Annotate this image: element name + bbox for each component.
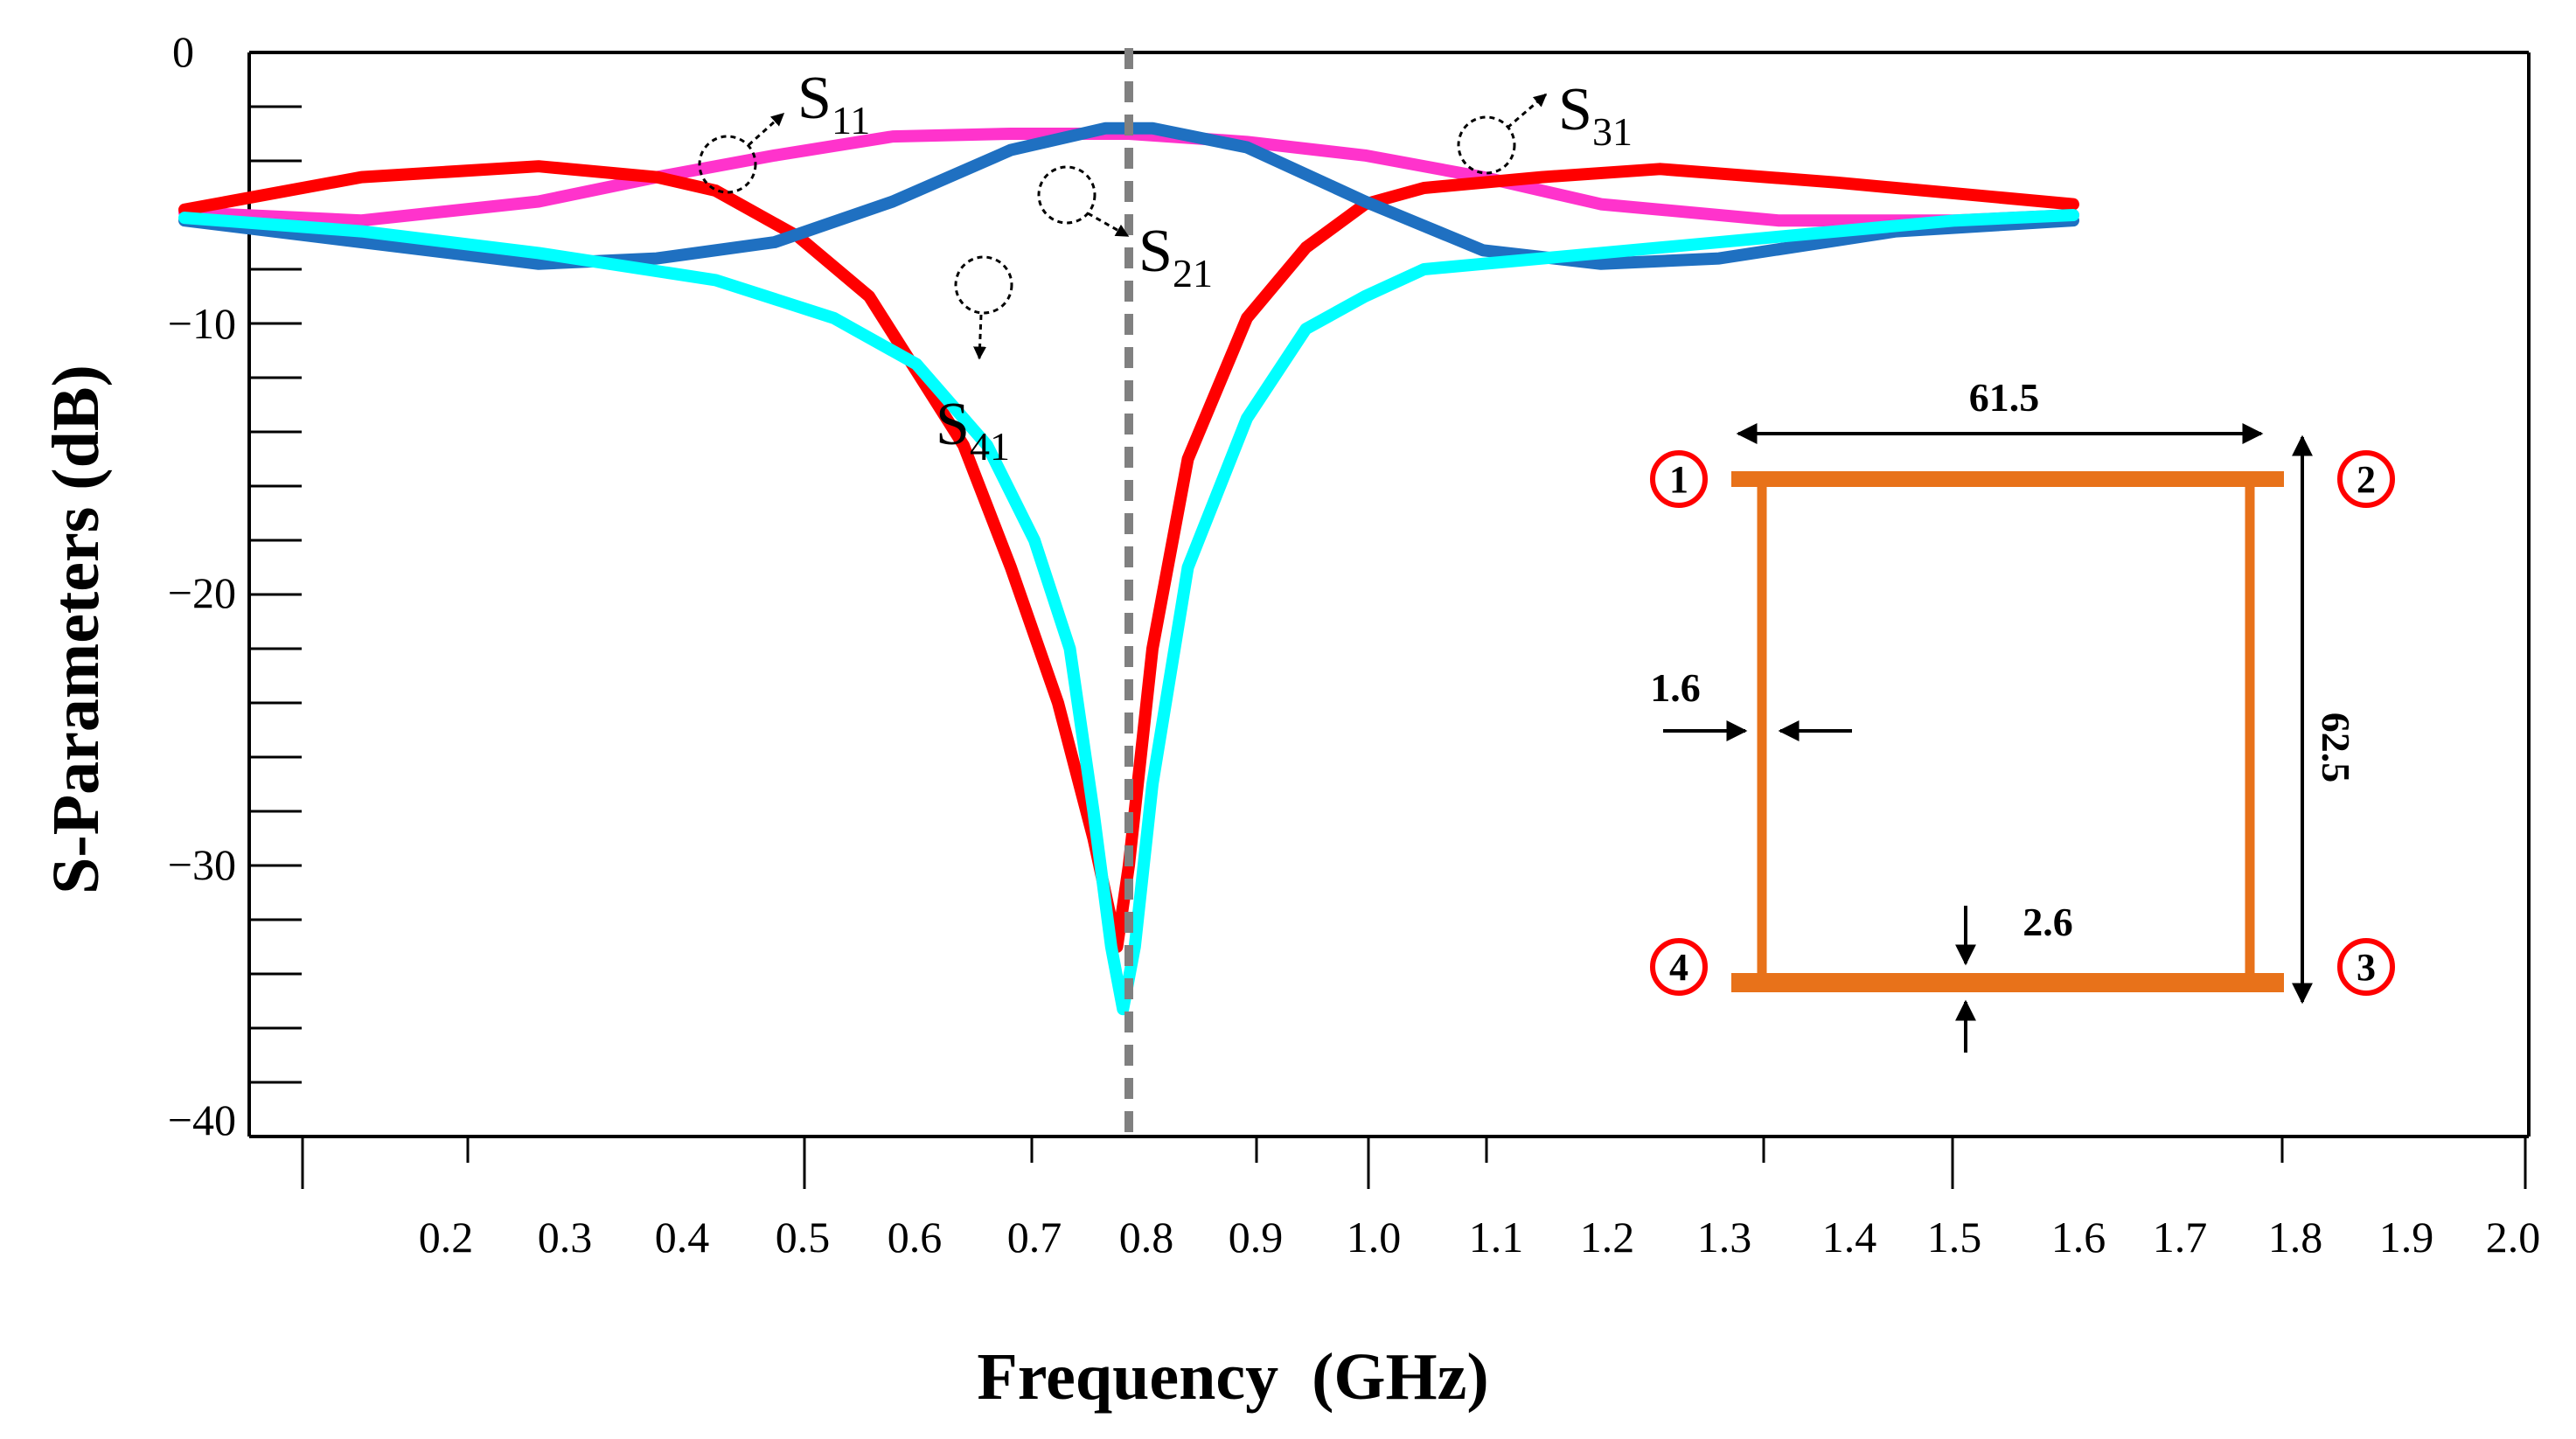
x-tick-label: 1.5 — [1927, 1213, 1982, 1262]
x-tick-label: 2.0 — [2486, 1213, 2541, 1262]
annotation-s41: S41 — [936, 255, 1013, 469]
x-tick-label: 0.4 — [655, 1213, 710, 1262]
x-tick-label: 1.6 — [2051, 1213, 2106, 1262]
annotation-label: S31 — [1558, 76, 1633, 154]
coupler-inset: 61.5 62.5 1.6 2.6 1 2 3 4 — [1650, 375, 2395, 1053]
y-tick-label: −30 — [168, 840, 236, 889]
x-tick-label: 1.4 — [1822, 1213, 1877, 1262]
annotation-arrow — [1087, 212, 1130, 238]
dimension-1.6-label: 1.6 — [1650, 665, 1701, 710]
port-1-label: 1 — [1669, 458, 1688, 501]
annotation-label: S41 — [936, 391, 1010, 469]
y-tick-label: 0 — [172, 27, 194, 76]
x-tick-label: 0.9 — [1229, 1213, 1284, 1262]
annotation-arrow — [1507, 93, 1548, 129]
x-tick-label: 1.0 — [1347, 1213, 1402, 1262]
x-tick-label: 0.8 — [1119, 1213, 1174, 1262]
annotation-circle — [1457, 115, 1516, 175]
x-tick-labels: 0.2 0.3 0.4 0.5 0.6 0.7 0.8 0.9 1.0 1.1 … — [419, 1213, 2541, 1262]
x-tick-label: 0.2 — [419, 1213, 474, 1262]
y-ticks — [249, 51, 302, 1084]
x-ticks — [301, 1137, 2527, 1189]
y-tick-label: −20 — [168, 568, 236, 617]
port-2: 2 — [2337, 450, 2395, 508]
annotation-subscript: 11 — [832, 98, 870, 143]
x-tick-label: 1.8 — [2268, 1213, 2323, 1262]
series-line-s41 — [178, 209, 2079, 1016]
annotation-arrow — [747, 112, 785, 147]
x-tick-label: 0.3 — [538, 1213, 593, 1262]
port-4: 4 — [1650, 938, 1708, 996]
dimension-width-label: 61.5 — [1969, 375, 2040, 420]
y-tick-labels: 0 −10 −20 −30 −40 — [168, 27, 236, 1144]
annotation-s31: S31 — [1457, 76, 1633, 175]
x-tick-label: 1.1 — [1469, 1213, 1524, 1262]
x-tick-label: 0.5 — [776, 1213, 831, 1262]
port-1: 1 — [1650, 450, 1708, 508]
x-tick-label: 1.2 — [1580, 1213, 1635, 1262]
annotation-s11: S11 — [698, 65, 870, 194]
series-line-s11 — [178, 160, 2079, 953]
port-2-label: 2 — [2357, 458, 2376, 501]
x-tick-label: 1.7 — [2153, 1213, 2208, 1262]
annotation-label: S11 — [797, 65, 870, 143]
annotation-arrow — [973, 314, 987, 360]
annotation-subscript: 41 — [970, 424, 1010, 469]
x-tick-label: 1.3 — [1697, 1213, 1752, 1262]
annotation-subscript: 21 — [1173, 251, 1213, 295]
annotation-label: S21 — [1138, 218, 1213, 295]
x-axis-title: Frequency (GHz) — [977, 1340, 1488, 1414]
y-tick-label: −10 — [168, 299, 236, 348]
dimension-height-label: 62.5 — [2314, 713, 2358, 783]
annotation-circle — [698, 135, 757, 194]
annotation-subscript: 31 — [1592, 109, 1633, 154]
annotation-circle — [1037, 165, 1097, 225]
dimension-2.6-label: 2.6 — [2023, 900, 2073, 944]
x-tick-label: 0.7 — [1007, 1213, 1062, 1262]
x-tick-label: 0.6 — [888, 1213, 943, 1262]
y-tick-label: −40 — [168, 1095, 236, 1144]
y-axis-title: S-Parameters (dB) — [39, 365, 113, 894]
port-4-label: 4 — [1669, 946, 1688, 989]
port-3: 3 — [2337, 938, 2395, 996]
annotation-circle — [954, 255, 1013, 315]
x-tick-label: 1.9 — [2379, 1213, 2434, 1262]
port-3-label: 3 — [2357, 946, 2376, 989]
